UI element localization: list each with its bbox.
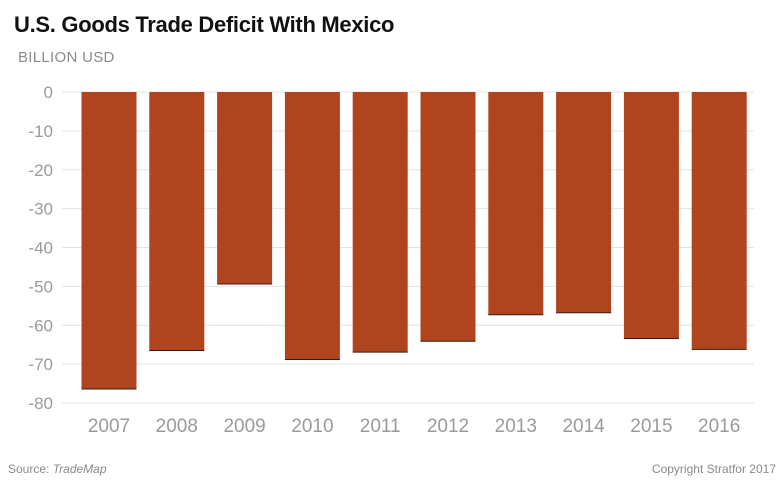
source-note: Source: TradeMap <box>8 462 107 476</box>
y-tick-label: -50 <box>28 277 53 296</box>
x-tick-label: 2008 <box>156 416 198 437</box>
chart-title: U.S. Goods Trade Deficit With Mexico <box>14 12 395 37</box>
x-axis-ticks: 2007 2008 2009 2010 2011 2012 2013 2014 2015 2016 <box>88 416 740 437</box>
x-tick-label: 2014 <box>562 416 605 437</box>
y-tick-label: -10 <box>28 122 53 141</box>
copyright-note: Copyright Stratfor 2017 <box>651 462 776 476</box>
x-tick-label: 2016 <box>698 416 740 437</box>
x-tick-label: 2013 <box>495 416 537 437</box>
x-tick-label: 2007 <box>88 416 130 437</box>
bar-2013 <box>488 92 544 315</box>
bars <box>81 92 747 390</box>
bar-2015 <box>623 92 679 339</box>
y-tick-label: 0 <box>44 83 53 102</box>
bar-2016 <box>691 92 747 350</box>
x-tick-label: 2011 <box>360 416 401 437</box>
bar-2010 <box>284 92 340 360</box>
y-tick-label: -80 <box>28 394 53 413</box>
x-tick-label: 2015 <box>630 416 672 437</box>
bar-2014 <box>556 92 612 313</box>
y-axis-ticks: 0 -10 -20 -30 -40 -50 -60 -70 -80 <box>28 83 53 413</box>
source-label: Source: <box>8 462 53 476</box>
y-tick-label: -70 <box>28 355 53 374</box>
bar-2007 <box>81 92 137 390</box>
x-tick-label: 2010 <box>291 416 333 437</box>
bar-2011 <box>352 92 408 353</box>
y-tick-label: -20 <box>28 161 53 180</box>
y-axis-unit-label: BILLION USD <box>18 49 115 66</box>
bar-2012 <box>420 92 476 342</box>
bar-2009 <box>217 92 273 285</box>
y-tick-label: -60 <box>28 316 53 335</box>
x-tick-label: 2009 <box>223 416 265 437</box>
y-tick-label: -40 <box>28 239 53 258</box>
x-tick-label: 2012 <box>427 416 469 437</box>
y-tick-label: -30 <box>28 200 53 219</box>
bar-2008 <box>149 92 205 351</box>
source-name: TradeMap <box>52 462 107 476</box>
